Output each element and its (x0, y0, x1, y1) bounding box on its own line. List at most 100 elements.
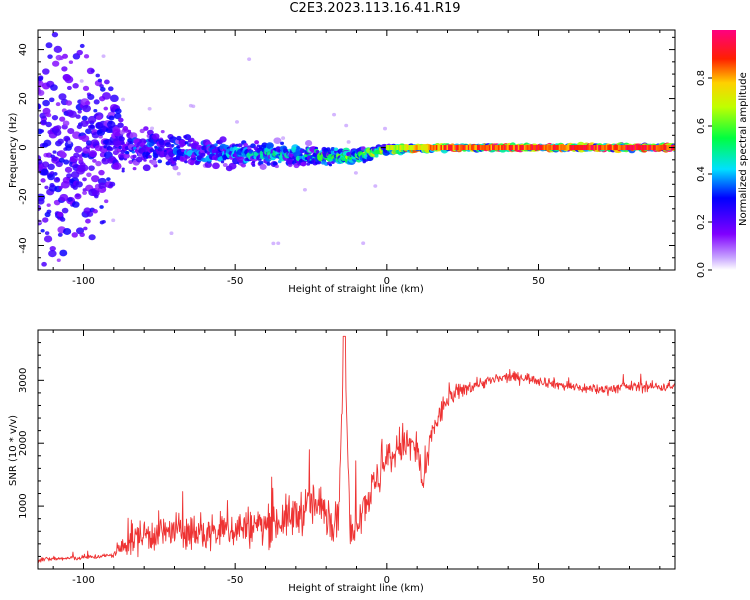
heatmap-cell (40, 119, 47, 125)
snr-x-axis-label: Height of straight line (km) (288, 583, 424, 594)
heatmap-cell (51, 114, 59, 121)
heatmap-cell (176, 171, 181, 176)
heatmap-cell (184, 141, 189, 145)
heatmap-cell (131, 150, 136, 154)
heatmap-cell (332, 112, 337, 117)
heatmap-cell (495, 145, 498, 151)
heatmap-cell (44, 185, 49, 190)
y-tick-label: 3000 (18, 368, 29, 393)
heatmap-cell (41, 161, 50, 168)
heatmap-cell (81, 135, 90, 142)
heatmap-cell (109, 181, 116, 187)
heatmap-cell (184, 160, 188, 164)
heatmap-cell (404, 145, 407, 151)
heatmap-cell (99, 205, 104, 209)
heatmap-cell (50, 84, 58, 91)
heatmap-cell (305, 140, 313, 147)
heatmap-cell (57, 150, 66, 157)
heatmap-cell (361, 241, 366, 245)
heatmap-cell (171, 144, 175, 147)
heatmap-cell (143, 158, 147, 162)
heatmap-cell (96, 115, 102, 121)
heatmap-cell (576, 145, 580, 151)
colorbar-tick-label: 0.2 (696, 214, 707, 230)
heatmap-cell (492, 145, 495, 151)
heatmap-cell (214, 143, 218, 147)
heatmap-cell (42, 217, 49, 223)
heatmap-cell (66, 173, 72, 179)
heatmap-cell (79, 232, 85, 238)
heatmap-cell (62, 176, 71, 184)
heatmap-cell (272, 161, 278, 166)
heatmap-cell (557, 145, 560, 151)
heatmap-cell (642, 145, 645, 151)
heatmap-cell (614, 145, 618, 151)
heatmap-cell (652, 145, 655, 151)
heatmap-cell (191, 104, 196, 109)
heatmap-cell (62, 227, 72, 235)
heatmap-cell (68, 110, 77, 118)
heatmap-cell (507, 145, 510, 151)
heatmap-cell (626, 145, 630, 151)
heatmap-cell (596, 145, 599, 151)
snr-frame (37, 329, 676, 570)
heatmap-cell (52, 60, 60, 67)
heatmap-cell (464, 145, 467, 151)
heatmap-cell (425, 145, 428, 151)
heatmap-cell (147, 155, 152, 159)
heatmap-cell (592, 145, 595, 151)
heatmap-cell (111, 218, 116, 223)
heatmap-cell (488, 145, 492, 151)
x-tick-label: -50 (227, 276, 243, 287)
heatmap-cell (333, 147, 339, 152)
heatmap-cell (42, 107, 51, 115)
heatmap-cell (487, 145, 490, 151)
heatmap-cell (76, 49, 83, 56)
heatmap-cell (53, 177, 61, 183)
heatmap-cell (86, 211, 94, 217)
heatmap-cell (112, 162, 122, 170)
heatmap-cell (276, 241, 281, 246)
heatmap-cell (654, 145, 657, 151)
heatmap-cell (587, 145, 590, 151)
heatmap-cell (63, 135, 71, 142)
heatmap-cell (219, 136, 227, 143)
heatmap-cell (117, 122, 124, 128)
heatmap-cell (608, 145, 611, 151)
heatmap-cell (546, 145, 549, 151)
heatmap-cell (100, 86, 106, 92)
heatmap-cell (71, 232, 78, 238)
heatmap-cell (92, 158, 97, 163)
heatmap-cell (388, 145, 392, 151)
heatmap-cell (53, 129, 62, 136)
heatmap-cell (426, 145, 429, 151)
heatmap-cell (637, 145, 640, 151)
heatmap-cell (646, 145, 649, 151)
heatmap-cell (127, 129, 132, 133)
heatmap-cell (266, 162, 271, 166)
heatmap-cell (414, 145, 417, 151)
heatmap-cell (53, 172, 58, 176)
heatmap-cell (429, 145, 433, 151)
heatmap-cell (514, 145, 517, 151)
heatmap-cell (102, 92, 111, 100)
heatmap-cell (601, 145, 604, 151)
heatmap-cell (98, 182, 107, 190)
heatmap-cell (593, 145, 596, 151)
heatmap-cell (374, 154, 379, 158)
heatmap-cell (62, 53, 69, 59)
x-tick-label: 50 (532, 575, 545, 586)
heatmap-cell (150, 126, 155, 131)
heatmap-cell (87, 93, 95, 100)
heatmap-cell (482, 145, 486, 151)
heatmap-cell (95, 73, 100, 78)
heatmap-cell (532, 145, 536, 151)
heatmap-cell (64, 166, 73, 173)
heatmap-cell (440, 145, 443, 151)
heatmap-cell (45, 274, 50, 278)
heatmap-cell (410, 145, 413, 151)
colorbar-ticks: 0.0 0.2 0.4 0.6 0.8 (696, 70, 712, 278)
heatmap-cell (38, 198, 45, 205)
heatmap-cell (248, 149, 254, 154)
